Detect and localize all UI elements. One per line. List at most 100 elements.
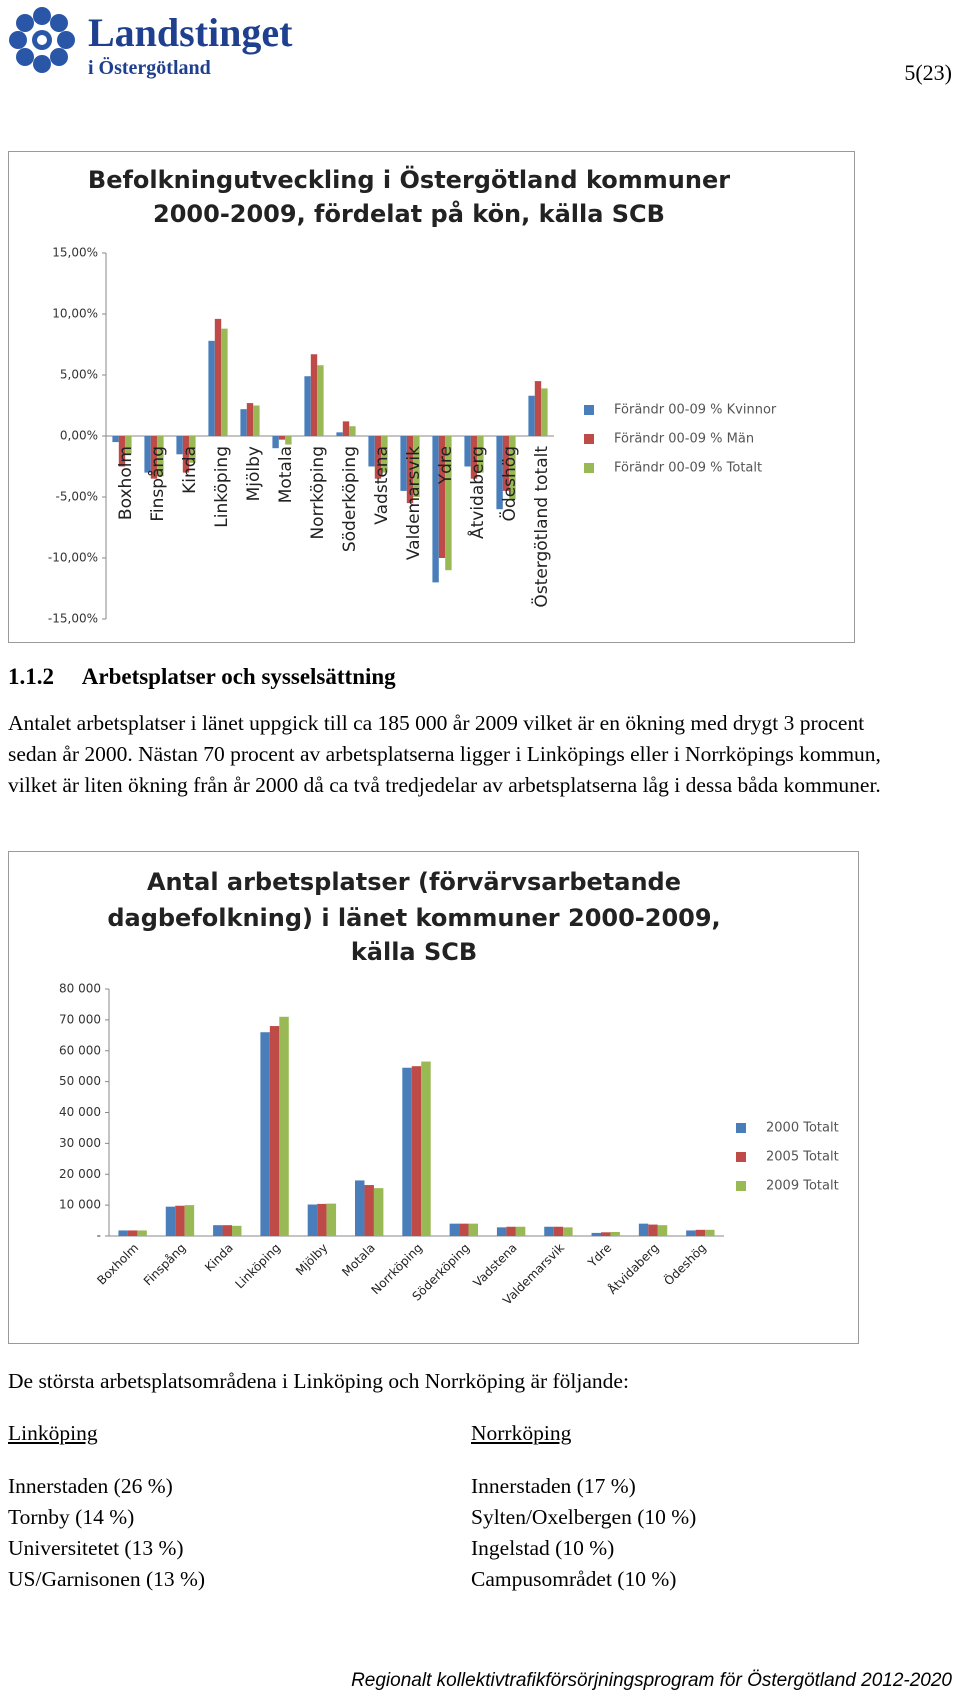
- bar: [182, 436, 190, 473]
- chart-title: Befolkningutveckling i Östergötland komm…: [88, 164, 730, 194]
- bar: [477, 436, 484, 473]
- bar: [240, 409, 247, 436]
- bar: [355, 1180, 365, 1236]
- bar: [342, 421, 350, 436]
- y-tick-label: 40 000: [59, 1105, 101, 1119]
- y-tick-label: 10,00%: [52, 307, 98, 321]
- bar: [326, 1203, 337, 1236]
- y-tick-label: -15,00%: [48, 612, 98, 626]
- bar: [445, 436, 452, 571]
- list-item: Innerstaden (17 %): [471, 1474, 636, 1498]
- bar: [213, 1225, 223, 1236]
- legend-label: Förändr 00-09 % Kvinnor: [614, 403, 777, 418]
- bar: [648, 1224, 658, 1236]
- y-tick-label: 10 000: [59, 1198, 101, 1212]
- bar: [157, 436, 164, 477]
- bar: [411, 1066, 422, 1236]
- bar: [373, 1188, 384, 1236]
- bar: [449, 1223, 460, 1236]
- bar: [459, 1223, 469, 1236]
- y-tick-label: -: [97, 1229, 101, 1243]
- bar: [496, 436, 503, 510]
- bar: [176, 436, 183, 455]
- x-tick-label: Boxholm: [94, 1241, 141, 1288]
- bar: [705, 1229, 715, 1236]
- bar: [638, 1223, 649, 1236]
- y-tick-label: 70 000: [59, 1012, 101, 1026]
- logo-subtitle: i Östergötland: [88, 56, 211, 79]
- bar: [470, 436, 478, 479]
- x-tick-label: Finspång: [141, 1241, 189, 1289]
- list-heading: Linköping: [8, 1421, 98, 1445]
- section-title: Arbetsplatser och sysselsättning: [81, 664, 396, 689]
- legend-swatch: [584, 463, 594, 473]
- bar: [272, 436, 279, 449]
- bar: [374, 436, 382, 479]
- x-tick-label: Motala: [339, 1241, 378, 1280]
- x-tick-label: Ydre: [585, 1241, 615, 1271]
- bar: [364, 1185, 374, 1236]
- bar: [432, 436, 439, 583]
- y-tick-label: 50 000: [59, 1074, 101, 1088]
- bar: [317, 1203, 327, 1236]
- x-tick-label: Linköping: [232, 1241, 283, 1292]
- y-tick-label: 30 000: [59, 1136, 101, 1150]
- bar: [421, 1061, 431, 1236]
- bar: [534, 381, 542, 436]
- bar: [610, 1231, 620, 1236]
- y-tick-label: 60 000: [59, 1043, 101, 1057]
- y-tick-label: -10,00%: [48, 551, 98, 565]
- bar: [307, 1204, 318, 1236]
- bar: [118, 1230, 128, 1236]
- bar: [118, 436, 126, 467]
- bar: [285, 436, 292, 445]
- bar: [232, 1225, 242, 1236]
- x-tick-label: Östergötland totalt: [530, 446, 552, 608]
- bar: [400, 436, 407, 491]
- bar: [260, 1032, 270, 1236]
- bar: [165, 1206, 176, 1236]
- x-tick-label: Åtvidaberg: [605, 1240, 662, 1297]
- y-tick-label: 20 000: [59, 1167, 101, 1181]
- x-tick-label: Kinda: [202, 1241, 236, 1275]
- logo-icon: [9, 7, 75, 73]
- bar: [310, 354, 318, 436]
- bar: [125, 436, 132, 455]
- x-tick-label: Ydre: [436, 446, 456, 485]
- list-item: Ingelstad (10 %): [471, 1536, 615, 1560]
- y-tick-label: 80 000: [59, 982, 101, 996]
- legend-label: Förändr 00-09 % Totalt: [614, 461, 762, 476]
- x-tick-label: Norrköping: [308, 446, 328, 540]
- bar: [553, 1226, 564, 1236]
- page-number: 5(23): [904, 60, 952, 85]
- bar: [269, 1026, 280, 1236]
- bar: [528, 395, 535, 436]
- section-number: 1.1.2: [8, 664, 54, 689]
- bar: [278, 436, 286, 440]
- x-tick-label: Vadstena: [471, 1241, 520, 1290]
- x-tick-label: Ödeshög: [660, 1239, 709, 1288]
- bar: [221, 328, 228, 436]
- list-item: Innerstaden (26 %): [8, 1474, 173, 1498]
- bar: [214, 318, 222, 436]
- bar: [336, 432, 343, 436]
- bar: [144, 436, 151, 473]
- bar: [438, 436, 446, 558]
- bar: [563, 1227, 573, 1236]
- legend-swatch: [584, 434, 594, 444]
- x-tick-label: Valdemarsvik: [404, 446, 424, 560]
- bar: [317, 365, 324, 436]
- bar: [686, 1230, 696, 1236]
- bar: [137, 1230, 147, 1236]
- bar: [368, 436, 375, 467]
- bar: [468, 1223, 478, 1236]
- bar: [406, 436, 414, 504]
- bar: [695, 1229, 706, 1236]
- chart: Befolkningutveckling i Östergötland komm…: [8, 151, 855, 643]
- bar: [541, 388, 548, 436]
- logo-title: Landstinget: [88, 10, 293, 55]
- bar: [222, 1225, 232, 1236]
- chart: Antal arbetsplatser (förvärvsarbetande da…: [8, 851, 859, 1344]
- bar: [253, 405, 260, 436]
